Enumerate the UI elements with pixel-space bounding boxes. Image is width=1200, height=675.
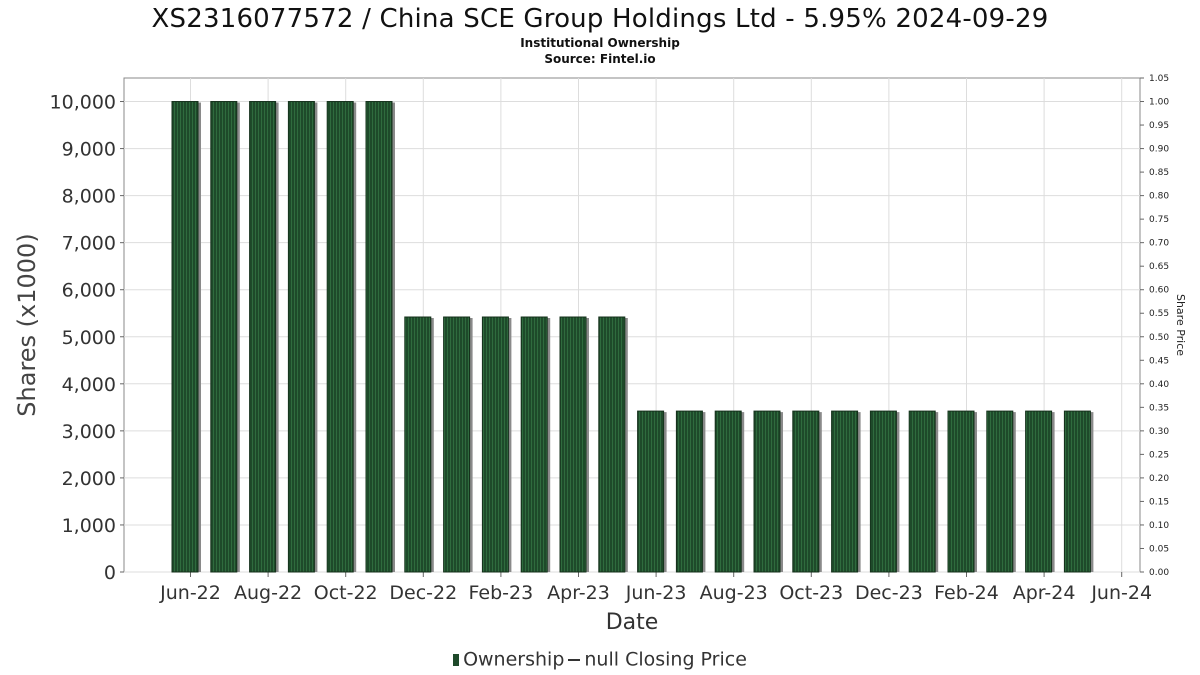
x-tick-label: Feb-23 xyxy=(469,582,534,604)
chart-source: Source: Fintel.io xyxy=(544,52,656,66)
ownership-bar xyxy=(287,101,315,573)
y2-tick-label: 0.00 xyxy=(1149,568,1169,578)
y-tick-label: 2,000 xyxy=(62,468,116,490)
ownership-bar xyxy=(637,410,665,573)
chart-subtitle: Institutional Ownership xyxy=(520,36,680,50)
x-tick-label: Feb-24 xyxy=(934,582,999,604)
y2-tick-label: 0.30 xyxy=(1149,427,1169,437)
ownership-bar xyxy=(675,410,703,573)
chart-legend: Ownership null Closing Price xyxy=(0,648,1200,671)
y-tick-label: 7,000 xyxy=(62,233,116,255)
y2-tick-label: 0.15 xyxy=(1149,497,1169,507)
y-tick-label: 4,000 xyxy=(62,374,116,396)
x-tick-label: Apr-23 xyxy=(547,582,610,604)
ownership-bar xyxy=(986,410,1014,573)
y2-tick-label: 0.25 xyxy=(1149,450,1169,460)
ownership-bar xyxy=(714,410,742,573)
y-tick-label: 5,000 xyxy=(62,327,116,349)
x-tick-label: Apr-24 xyxy=(1013,582,1076,604)
x-tick-label: Dec-23 xyxy=(855,582,923,604)
y-tick-label: 6,000 xyxy=(62,280,116,302)
ownership-bar xyxy=(171,101,199,573)
ownership-bar xyxy=(908,410,936,573)
ownership-bar xyxy=(481,316,509,573)
x-tick-label: Aug-23 xyxy=(700,582,768,604)
price-legend-label: null Closing Price xyxy=(584,648,747,671)
y-tick-label: 1,000 xyxy=(62,515,116,537)
y2-tick-label: 0.90 xyxy=(1149,145,1169,155)
y-tick-label: 9,000 xyxy=(62,139,116,161)
y2-tick-label: 0.80 xyxy=(1149,192,1169,202)
x-tick-label: Jun-22 xyxy=(159,582,221,604)
ownership-bar xyxy=(792,410,820,573)
x-tick-label: Dec-22 xyxy=(389,582,457,604)
ownership-bar xyxy=(869,410,897,573)
y2-axis-title: Share Price xyxy=(1174,294,1187,356)
price-legend-line xyxy=(568,658,581,661)
x-tick-label: Jun-23 xyxy=(625,582,687,604)
y-tick-label: 0 xyxy=(104,562,116,584)
y-tick-label: 10,000 xyxy=(50,92,116,114)
y2-tick-label: 1.05 xyxy=(1149,74,1169,84)
chart-title: XS2316077572 / China SCE Group Holdings … xyxy=(151,4,1049,34)
ownership-bar xyxy=(1025,410,1053,573)
ownership-chart: 0 1,000 2,000 3,000 4,000 5,000 6,000 7,000 8,00… xyxy=(13,74,1187,635)
ownership-bar xyxy=(443,316,471,573)
x-tick-label: Aug-22 xyxy=(234,582,302,604)
ownership-bar xyxy=(404,316,432,573)
ownership-bar xyxy=(753,410,781,573)
y2-tick-label: 0.75 xyxy=(1149,215,1169,225)
y2-tick-label: 0.85 xyxy=(1149,168,1169,178)
y2-tick-label: 0.05 xyxy=(1149,544,1169,554)
y2-tick-label: 0.65 xyxy=(1149,262,1169,272)
y2-tick-label: 0.40 xyxy=(1149,380,1169,390)
y2-tick-label: 0.95 xyxy=(1149,121,1169,131)
ownership-bar xyxy=(326,101,354,573)
y2-tick-label: 0.60 xyxy=(1149,286,1169,296)
x-tick-label: Oct-23 xyxy=(779,582,843,604)
ownership-bar xyxy=(831,410,859,573)
y2-tick-label: 0.45 xyxy=(1149,356,1169,366)
ownership-bar xyxy=(559,316,587,573)
y2-tick-label: 1.00 xyxy=(1149,98,1169,108)
ownership-legend-swatch xyxy=(453,653,460,666)
y2-tick-label: 0.35 xyxy=(1149,403,1169,413)
ownership-bar xyxy=(598,316,626,573)
ownership-bar xyxy=(365,101,393,573)
ownership-bar xyxy=(947,410,975,573)
x-tick-label: Jun-24 xyxy=(1090,582,1152,604)
y2-tick-label: 0.70 xyxy=(1149,239,1169,249)
y2-tick-label: 0.10 xyxy=(1149,521,1169,531)
y-tick-label: 8,000 xyxy=(62,186,116,208)
ownership-legend-label: Ownership xyxy=(463,648,565,671)
x-axis-title: Date xyxy=(606,610,659,635)
y-tick-label: 3,000 xyxy=(62,421,116,443)
y-axis-title: Shares (x1000) xyxy=(13,233,41,416)
y2-tick-label: 0.50 xyxy=(1149,333,1169,343)
x-tick-label: Oct-22 xyxy=(314,582,378,604)
ownership-bar xyxy=(249,101,277,573)
y2-tick-label: 0.55 xyxy=(1149,309,1169,319)
y2-tick-label: 0.20 xyxy=(1149,474,1169,484)
ownership-bar xyxy=(520,316,548,573)
ownership-bar xyxy=(1063,410,1091,573)
ownership-bar xyxy=(210,101,238,573)
